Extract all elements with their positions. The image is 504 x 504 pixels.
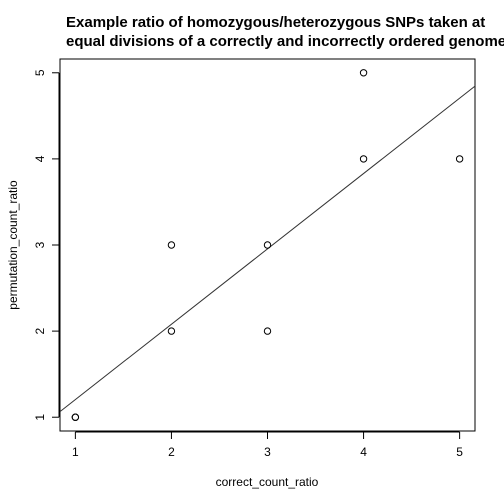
x-tick-label: 4: [360, 445, 367, 459]
data-point: [359, 155, 368, 163]
y-tick-label: 1: [33, 414, 47, 421]
y-axis: 1 2 3 4 5: [33, 69, 60, 421]
data-point: [71, 413, 80, 421]
chart-title-line-2: equal divisions of a correctly and incor…: [66, 33, 504, 50]
data-point: [455, 155, 464, 163]
x-axis-label: correct_count_ratio: [216, 475, 319, 489]
y-tick-label: 4: [33, 155, 47, 162]
x-tick-label: 3: [264, 445, 271, 459]
data-point: [263, 327, 272, 335]
y-tick-label: 2: [33, 327, 47, 334]
x-tick-label: 2: [168, 445, 175, 459]
y-axis-label: permutation_count_ratio: [6, 180, 20, 310]
plot-frame: [59, 58, 476, 432]
x-tick-label: 5: [456, 445, 463, 459]
data-points: [71, 69, 464, 421]
data-point: [167, 241, 176, 249]
y-tick-label: 5: [33, 69, 47, 76]
regression-line: [60, 85, 475, 413]
x-tick-label: 1: [72, 445, 79, 459]
data-point: [263, 241, 272, 249]
data-point: [359, 69, 368, 77]
y-tick-label: 3: [33, 241, 47, 248]
chart-title-line-1: Example ratio of homozygous/heterozygous…: [66, 14, 485, 31]
data-point: [167, 327, 176, 335]
x-axis: 1 2 3 4 5: [72, 431, 463, 459]
